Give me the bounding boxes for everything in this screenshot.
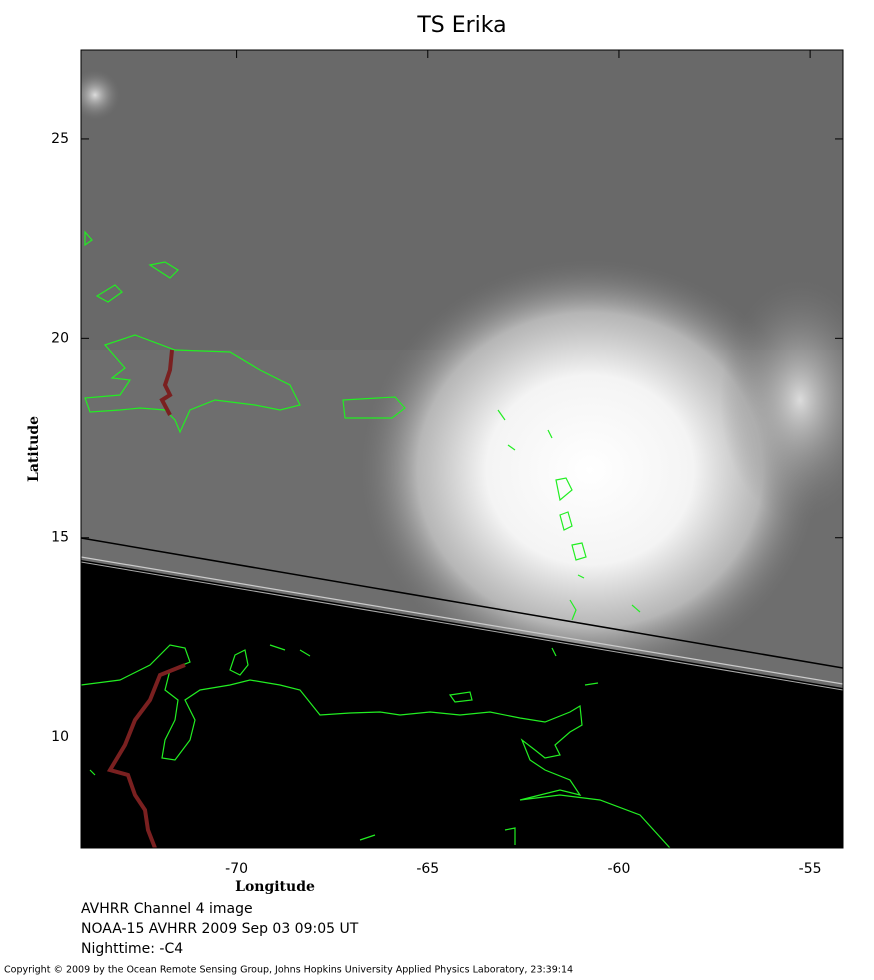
y-tick-label: 20 (51, 330, 69, 346)
border (106, 663, 186, 848)
y-tick-label: 25 (51, 131, 69, 147)
plot-frame (80, 49, 844, 849)
x-tick-label: -60 (608, 861, 631, 877)
coastline (89, 644, 599, 845)
x-axis-label: Longitude (235, 879, 315, 895)
note: Nighttime: -C4 (81, 941, 183, 957)
coastline (84, 230, 179, 303)
note: NOAA-15 AVHRR 2009 Sep 03 09:05 UT (81, 921, 359, 937)
coastline (497, 409, 641, 657)
x-tick-label: -70 (225, 861, 248, 877)
copyright: Copyright © 2009 by the Ocean Remote Sen… (4, 965, 573, 976)
x-tick-label: -65 (416, 861, 439, 877)
border (159, 349, 174, 416)
coastline (81, 644, 671, 848)
coastline (84, 334, 301, 434)
y-tick-label: 10 (51, 729, 69, 745)
satellite-image (81, 50, 843, 848)
chart-title: TS Erika (416, 13, 506, 38)
y-tick-label: 15 (51, 530, 69, 546)
y-axis-label: Latitude (26, 416, 42, 482)
x-tick-label: -55 (799, 861, 822, 877)
note: AVHRR Channel 4 image (81, 901, 253, 917)
coastline (342, 396, 406, 419)
